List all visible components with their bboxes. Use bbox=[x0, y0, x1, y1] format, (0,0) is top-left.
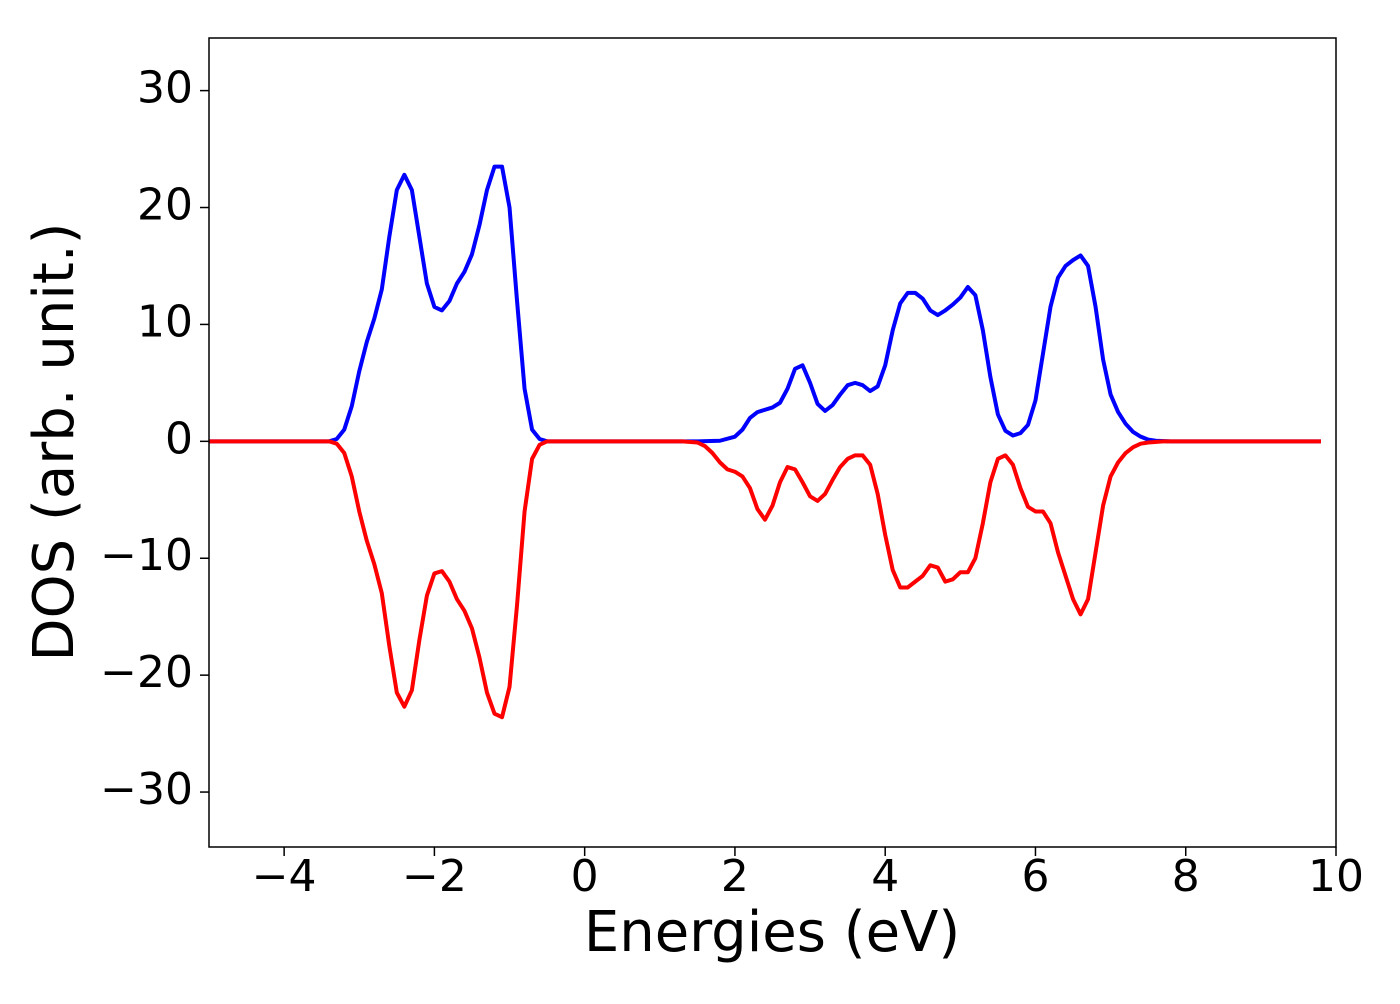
y-tick-label: 20 bbox=[137, 180, 193, 231]
x-axis-label: Energies (eV) bbox=[584, 900, 960, 965]
x-tick-label: 8 bbox=[1172, 851, 1200, 902]
line-series bbox=[209, 164, 1321, 444]
y-tick-label: −20 bbox=[100, 647, 193, 698]
y-tick-label: 0 bbox=[165, 413, 193, 464]
plot-frame bbox=[208, 37, 1337, 848]
x-tick-label: 10 bbox=[1308, 851, 1364, 902]
x-tick-label: 2 bbox=[721, 851, 749, 902]
y-tick-label: −10 bbox=[100, 530, 193, 581]
x-tick-label: 6 bbox=[1021, 851, 1049, 902]
line-series bbox=[209, 439, 1321, 720]
y-tick-label: 30 bbox=[137, 63, 193, 114]
x-tick-label: −2 bbox=[402, 851, 467, 902]
x-tick-label: 4 bbox=[871, 851, 899, 902]
x-tick-label: 0 bbox=[571, 851, 599, 902]
x-tick-label: −4 bbox=[252, 851, 317, 902]
y-axis-label: DOS (arb. unit.) bbox=[22, 222, 87, 661]
y-tick-label: 10 bbox=[137, 296, 193, 347]
y-tick-label: −30 bbox=[100, 764, 193, 815]
